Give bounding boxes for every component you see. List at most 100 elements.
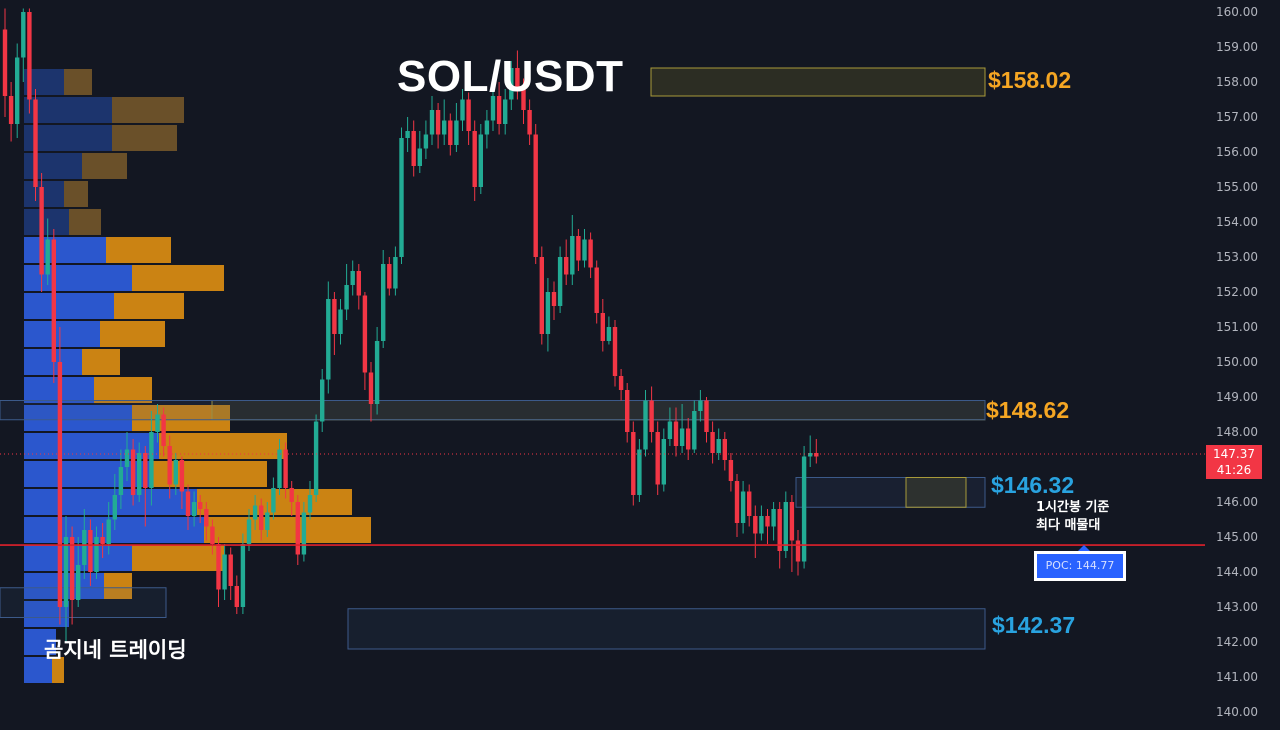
candle-body — [326, 299, 331, 380]
candle-body — [496, 96, 502, 124]
candle-body — [637, 449, 642, 495]
level-label-146: $146.32 — [991, 472, 1075, 498]
candle-body — [564, 257, 569, 275]
zone-146-gold — [905, 477, 967, 508]
volume-sell-bar — [114, 293, 184, 319]
candle-body — [442, 120, 447, 135]
candle-body — [417, 148, 422, 166]
candle-body — [362, 295, 368, 373]
candle-body — [295, 502, 300, 555]
candles — [2, 8, 819, 642]
volume-sell-bar — [94, 377, 152, 403]
y-tick-label: 160.00 — [1216, 5, 1258, 19]
candle-body — [356, 271, 361, 296]
candle-body — [265, 512, 270, 530]
candle-body — [21, 12, 26, 58]
candle-body — [374, 341, 380, 404]
volume-buy-bar — [24, 321, 100, 347]
candle-body — [130, 449, 136, 495]
candle-body — [338, 309, 343, 334]
candle-body — [753, 516, 758, 534]
candle-body — [149, 432, 154, 488]
candle-body — [570, 236, 575, 275]
volume-sell-bar — [64, 69, 92, 95]
candle-body — [808, 453, 813, 457]
candle-body — [484, 120, 490, 135]
candle-body — [643, 400, 648, 450]
reference-lines — [0, 453, 1205, 551]
candle-body — [368, 372, 374, 404]
candle-countdown: 41:26 — [1216, 463, 1252, 477]
candle-body — [557, 257, 563, 306]
candle-body — [686, 428, 691, 450]
candle-body — [771, 509, 776, 527]
candle-body — [649, 400, 654, 432]
y-tick-label: 157.00 — [1216, 110, 1258, 124]
candle-body — [198, 502, 203, 509]
candle-body — [460, 99, 465, 121]
volume-buy-bar — [24, 237, 106, 263]
candle-body — [545, 292, 551, 334]
y-tick-label: 148.00 — [1216, 425, 1258, 439]
candle-body — [710, 432, 715, 453]
candle-body — [234, 586, 239, 607]
candle-body — [448, 120, 453, 145]
candle-body — [814, 453, 819, 457]
y-tick-label: 153.00 — [1216, 250, 1258, 264]
volume-buy-bar — [24, 153, 82, 179]
candle-body — [313, 421, 319, 495]
volume-buy-bar — [24, 405, 132, 431]
y-tick-label: 155.00 — [1216, 180, 1258, 194]
y-tick-label: 142.00 — [1216, 635, 1258, 649]
volume-sell-bar — [112, 125, 177, 151]
candle-body — [259, 505, 264, 530]
candle-body — [8, 96, 14, 124]
y-tick-label: 149.00 — [1216, 390, 1258, 404]
candle-body — [600, 313, 605, 341]
volume-buy-bar — [24, 125, 112, 151]
candle-body — [661, 439, 666, 485]
candle-body — [490, 96, 496, 121]
volume-sell-bar — [104, 573, 132, 599]
candle-body — [582, 239, 587, 261]
candle-body — [667, 421, 673, 439]
candle-body — [399, 138, 404, 257]
level-label-142: $142.37 — [992, 612, 1076, 638]
candle-body — [27, 12, 32, 100]
candle-body — [124, 449, 130, 467]
candle-body — [472, 131, 477, 187]
candle-body — [112, 495, 117, 520]
chart-title: SOL/USDT — [397, 52, 624, 101]
poc-annotation: 1시간봉 기준 최다 매물대 — [1036, 499, 1109, 535]
candle-body — [94, 537, 99, 572]
poc-annotation-line1: 1시간봉 기준 — [1036, 500, 1110, 515]
candle-body — [289, 488, 294, 502]
volume-sell-bar — [159, 433, 287, 459]
candle-body — [783, 502, 788, 551]
volume-sell-bar — [204, 517, 371, 543]
candle-body — [33, 99, 38, 187]
candle-body — [320, 379, 325, 422]
candle-body — [155, 414, 160, 432]
candle-body — [606, 327, 612, 341]
zone-146 — [795, 477, 986, 508]
zone-158 — [650, 67, 986, 97]
volume-sell-bar — [132, 265, 224, 291]
candle-body — [692, 411, 697, 450]
candle-body — [673, 421, 679, 446]
candle-body — [118, 467, 124, 495]
candle-body — [612, 327, 618, 376]
y-tick-label: 152.00 — [1216, 285, 1258, 299]
y-tick-label: 143.00 — [1216, 600, 1258, 614]
volume-sell-bar — [100, 321, 165, 347]
candle-body — [789, 502, 795, 541]
zone-142 — [347, 608, 986, 650]
candle-body — [63, 537, 69, 607]
candle-body — [246, 519, 252, 544]
candle-body — [740, 491, 746, 523]
candle-body — [381, 264, 386, 341]
candle-body — [51, 239, 56, 362]
watermark-text: 곰지네 트레이딩 — [44, 638, 187, 662]
candle-body — [625, 390, 630, 432]
candle-body — [332, 299, 337, 334]
